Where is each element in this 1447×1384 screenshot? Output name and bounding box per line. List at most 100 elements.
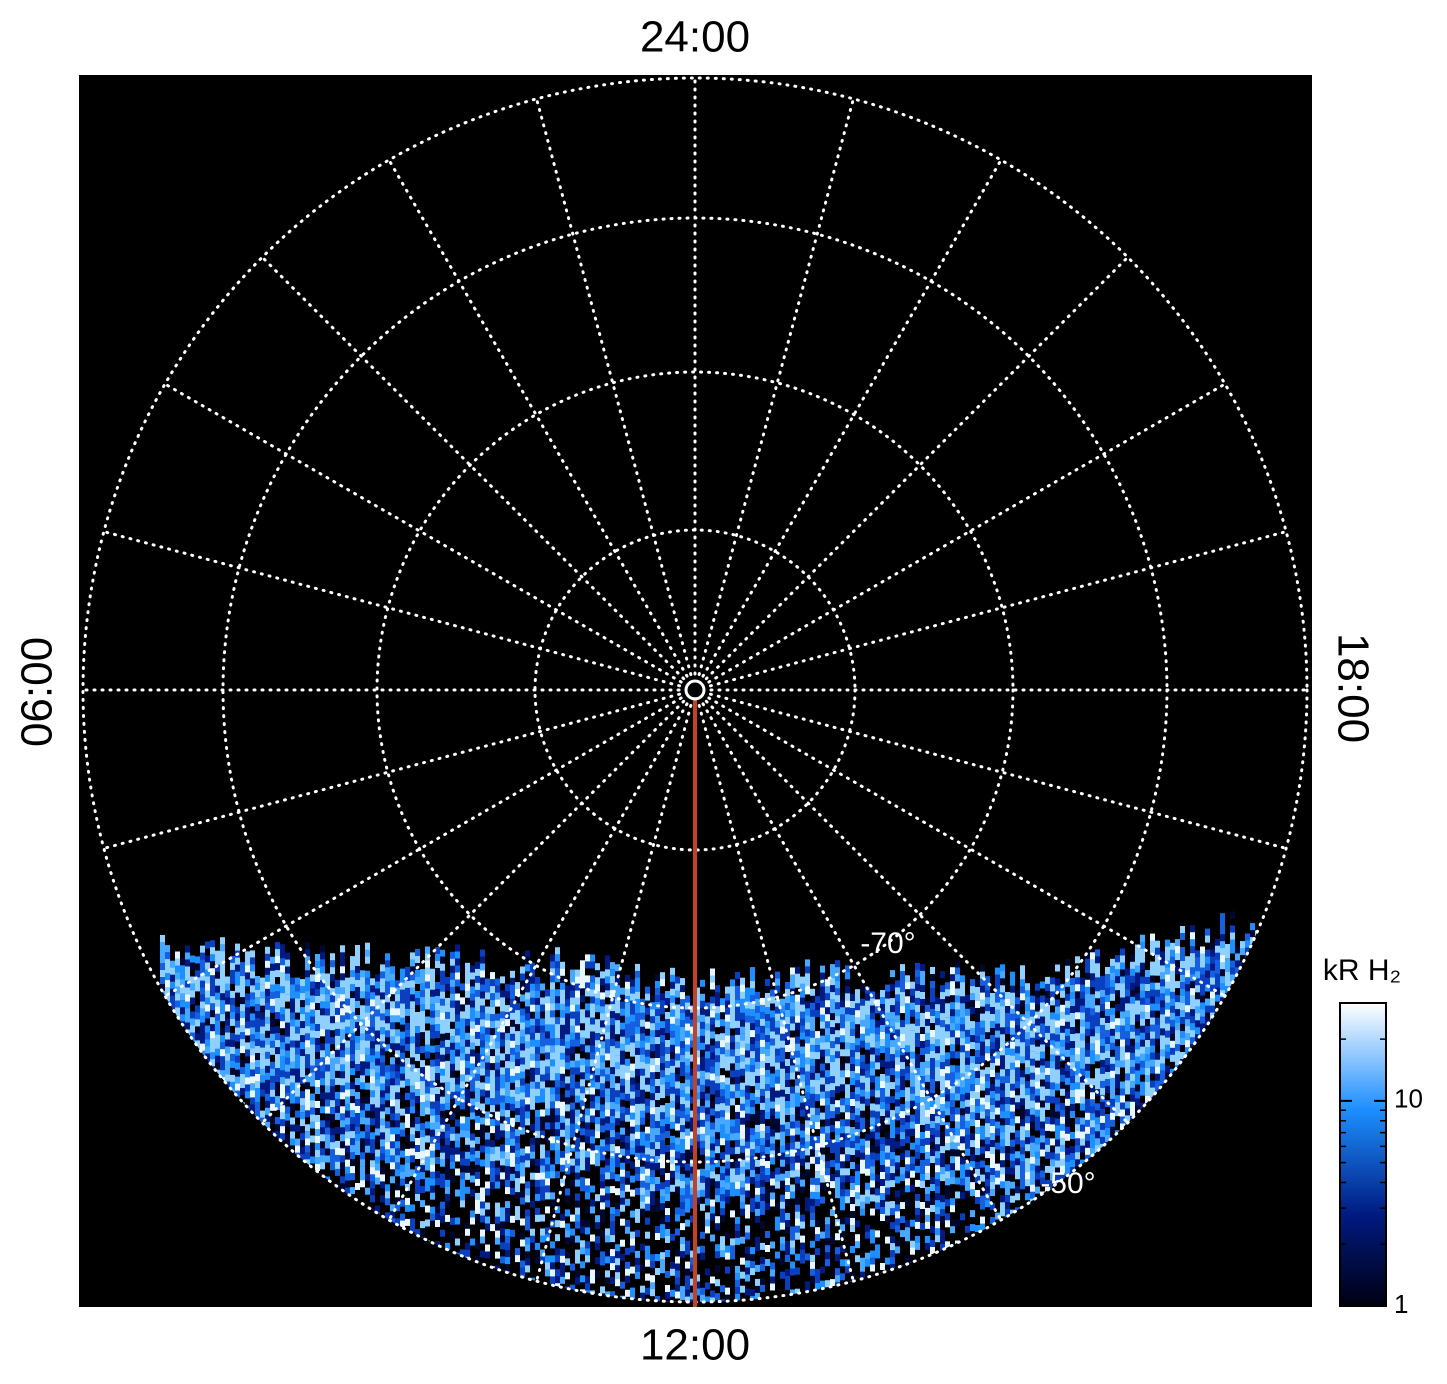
emission-pixel <box>415 1208 420 1221</box>
emission-pixel <box>335 1063 340 1071</box>
emission-pixel <box>270 970 275 984</box>
emission-pixel <box>305 1019 310 1030</box>
emission-pixel <box>400 1017 405 1026</box>
emission-pixel <box>415 1145 420 1153</box>
emission-pixel <box>210 1017 215 1025</box>
emission-pixel <box>215 957 220 971</box>
emission-pixel <box>250 1069 255 1083</box>
emission-pixel <box>405 1078 410 1089</box>
emission-pixel <box>165 945 170 958</box>
emission-pixel <box>230 997 235 1006</box>
emission-pixel <box>480 1173 485 1187</box>
emission-pixel <box>280 1105 285 1115</box>
emission-pixel <box>300 1112 305 1120</box>
emission-pixel <box>285 1085 290 1098</box>
emission-pixel <box>455 1091 460 1104</box>
emission-pixel <box>435 1052 440 1061</box>
emission-pixel <box>420 1130 425 1139</box>
emission-pixel <box>340 1085 345 1096</box>
emission-pixel <box>365 1068 370 1079</box>
emission-pixel <box>420 976 425 988</box>
emission-pixel <box>315 975 320 987</box>
emission-pixel <box>305 1096 310 1106</box>
emission-pixel <box>450 1056 455 1068</box>
emission-pixel <box>175 965 180 975</box>
emission-pixel <box>310 1023 315 1031</box>
emission-pixel <box>480 977 485 988</box>
emission-pixel <box>580 1226 585 1235</box>
emission-pixel <box>395 1169 400 1182</box>
emission-pixel <box>505 991 510 999</box>
emission-pixel <box>340 1064 345 1075</box>
emission-pixel <box>655 1009 660 1016</box>
emission-pixel <box>250 1048 255 1061</box>
emission-pixel <box>480 1019 485 1031</box>
emission-pixel <box>345 1019 350 1028</box>
emission-pixel <box>460 1116 465 1127</box>
emission-pixel <box>515 1038 520 1046</box>
emission-pixel <box>325 1169 330 1178</box>
emission-pixel <box>220 1035 225 1044</box>
emission-pixel <box>615 1216 620 1224</box>
emission-pixel <box>590 1003 595 1012</box>
emission-pixel <box>515 1171 520 1180</box>
emission-pixel <box>495 1139 500 1148</box>
emission-pixel <box>640 1208 645 1217</box>
emission-pixel <box>390 1148 395 1161</box>
emission-pixel <box>340 945 345 959</box>
emission-pixel <box>390 1057 395 1069</box>
emission-pixel <box>425 953 430 966</box>
emission-pixel <box>310 1002 315 1012</box>
emission-pixel <box>470 1091 475 1100</box>
emission-pixel <box>475 1024 480 1034</box>
emission-pixel <box>415 1061 420 1069</box>
emission-pixel <box>485 1167 490 1176</box>
emission-pixel <box>455 1000 460 1012</box>
emission-pixel <box>320 980 325 991</box>
emission-pixel <box>540 1018 545 1026</box>
emission-pixel <box>460 1025 465 1039</box>
emission-pixel <box>425 1177 430 1191</box>
emission-pixel <box>375 1184 380 1195</box>
emission-pixel <box>430 1164 435 1174</box>
emission-pixel <box>360 1089 365 1098</box>
emission-pixel <box>380 992 385 1001</box>
emission-pixel <box>470 1035 475 1044</box>
emission-pixel <box>220 937 225 950</box>
emission-pixel <box>305 942 310 953</box>
emission-pixel <box>325 1078 330 1088</box>
emission-pixel <box>275 1082 280 1090</box>
emission-pixel <box>450 1105 455 1113</box>
emission-pixel <box>490 1091 495 1105</box>
emission-pixel <box>435 1031 440 1039</box>
emission-pixel <box>465 1074 470 1086</box>
emission-pixel <box>530 1179 535 1188</box>
emission-pixel <box>455 1056 460 1066</box>
emission-pixel <box>590 1129 595 1137</box>
emission-pixel <box>310 988 315 998</box>
emission-pixel <box>590 1283 595 1291</box>
emission-pixel <box>290 1047 295 1060</box>
emission-pixel <box>445 1207 450 1221</box>
emission-pixel <box>480 1307 485 1319</box>
emission-pixel <box>305 1089 310 1101</box>
emission-pixel <box>345 1145 350 1153</box>
emission-pixel <box>340 1043 345 1054</box>
emission-pixel <box>440 998 445 1012</box>
emission-pixel <box>350 977 355 990</box>
emission-pixel <box>655 1072 660 1080</box>
emission-pixel <box>295 1019 300 1030</box>
emission-pixel <box>315 1136 320 1144</box>
emission-pixel <box>195 977 200 990</box>
emission-pixel <box>270 1068 275 1077</box>
emission-pixel <box>160 1306 165 1318</box>
emission-pixel <box>630 1042 635 1051</box>
emission-pixel <box>490 1070 495 1080</box>
emission-pixel <box>360 1180 365 1189</box>
emission-pixel <box>380 1139 385 1148</box>
emission-pixel <box>390 966 395 974</box>
emission-pixel <box>285 1134 290 1144</box>
emission-pixel <box>355 1106 360 1117</box>
emission-pixel <box>230 1046 235 1055</box>
emission-pixel <box>250 1090 255 1100</box>
